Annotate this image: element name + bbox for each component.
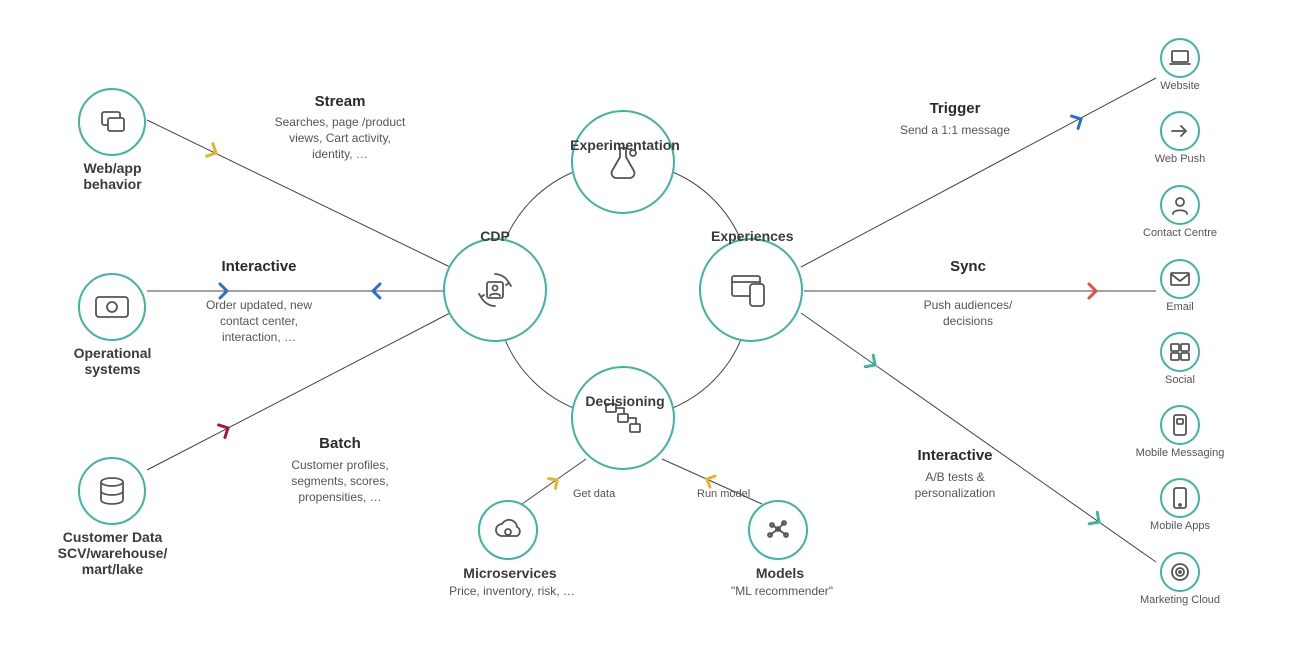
ch-label-marketing: Marketing Cloud bbox=[1130, 594, 1230, 606]
diagram-stage: Web/app behavior Operational systems Cus… bbox=[0, 0, 1302, 654]
ch-contact bbox=[1160, 185, 1200, 225]
label-microservices: Microservices bbox=[445, 565, 575, 581]
label-cdata-line2: SCV/warehouse/ bbox=[58, 545, 168, 561]
label-webapp-line1: Web/app bbox=[83, 160, 141, 176]
ch-mobilemsg bbox=[1160, 405, 1200, 445]
ch-webpush bbox=[1160, 111, 1200, 151]
desc-trigger: Send a 1:1 message bbox=[885, 122, 1025, 138]
desc-batch: Customer profiles, segments, scores, pro… bbox=[270, 457, 410, 506]
label-decisioning: Decisioning bbox=[585, 393, 665, 409]
ch-website bbox=[1160, 38, 1200, 78]
cloud-gear-icon bbox=[492, 516, 524, 544]
ch-label-website: Website bbox=[1135, 80, 1225, 92]
ch-label-email: Email bbox=[1135, 301, 1225, 313]
label-cdata-line1: Customer Data bbox=[63, 529, 163, 545]
label-ops: Operational systems bbox=[50, 345, 175, 377]
node-decisioning bbox=[571, 366, 675, 470]
label-cdp: CDP bbox=[480, 228, 510, 244]
ch-social bbox=[1160, 332, 1200, 372]
node-microservices bbox=[478, 500, 538, 560]
label-ops-line2: systems bbox=[84, 361, 140, 377]
desc-stream: Searches, page /product views, Cart acti… bbox=[270, 114, 410, 163]
title-interactive-left: Interactive bbox=[189, 258, 329, 275]
cash-icon bbox=[94, 295, 130, 319]
ch-label-social: Social bbox=[1135, 374, 1225, 386]
ch-label-contact: Contact Centre bbox=[1135, 227, 1225, 239]
node-models bbox=[748, 500, 808, 560]
sync-profile-icon bbox=[473, 268, 517, 312]
title-stream: Stream bbox=[270, 93, 410, 110]
label-ops-line1: Operational bbox=[74, 345, 152, 361]
desc-interactive-right: A/B tests & personalization bbox=[885, 469, 1025, 501]
node-experimentation bbox=[571, 110, 675, 214]
arrow-right-icon bbox=[1169, 122, 1191, 140]
node-webapp bbox=[78, 88, 146, 156]
title-interactive-right: Interactive bbox=[885, 447, 1025, 464]
ch-label-mobilemsg: Mobile Messaging bbox=[1130, 447, 1230, 459]
person-icon bbox=[1170, 195, 1190, 215]
label-experiences: Experiences bbox=[711, 228, 791, 244]
node-cdata bbox=[78, 457, 146, 525]
label-cdata-line3: mart/lake bbox=[82, 561, 143, 577]
edge-label-runmodel: Run model bbox=[697, 488, 750, 500]
ch-label-webpush: Web Push bbox=[1135, 153, 1225, 165]
desc-sync: Push audiences/ decisions bbox=[898, 297, 1038, 329]
node-experiences bbox=[699, 238, 803, 342]
node-cdp bbox=[443, 238, 547, 342]
ch-marketing bbox=[1160, 552, 1200, 592]
edge-label-getdata: Get data bbox=[573, 488, 615, 500]
database-icon bbox=[96, 475, 128, 507]
label-webapp-line2: behavior bbox=[83, 176, 141, 192]
title-trigger: Trigger bbox=[885, 100, 1025, 117]
envelope-icon bbox=[1169, 271, 1191, 287]
title-batch: Batch bbox=[270, 435, 410, 452]
social-icon bbox=[1169, 342, 1191, 362]
target-icon bbox=[1169, 561, 1191, 583]
phone-msg-icon bbox=[1172, 413, 1188, 437]
label-webapp: Web/app behavior bbox=[55, 160, 170, 192]
devices-icon bbox=[95, 105, 129, 139]
label-cdata: Customer Data SCV/warehouse/ mart/lake bbox=[40, 529, 185, 577]
phone-icon bbox=[1172, 486, 1188, 510]
sub-models: "ML recommender" bbox=[712, 583, 852, 599]
node-ops bbox=[78, 273, 146, 341]
label-models: Models bbox=[730, 565, 830, 581]
label-experimentation: Experimentation bbox=[555, 137, 695, 153]
title-sync: Sync bbox=[898, 258, 1038, 275]
ch-mobileapps bbox=[1160, 478, 1200, 518]
sub-microservices: Price, inventory, risk, … bbox=[432, 583, 592, 599]
desc-interactive-left: Order updated, new contact center, inter… bbox=[189, 297, 329, 346]
screens-icon bbox=[728, 270, 774, 310]
ch-label-mobileapps: Mobile Apps bbox=[1135, 520, 1225, 532]
brain-icon bbox=[762, 515, 794, 545]
ch-email bbox=[1160, 259, 1200, 299]
laptop-icon bbox=[1169, 49, 1191, 67]
